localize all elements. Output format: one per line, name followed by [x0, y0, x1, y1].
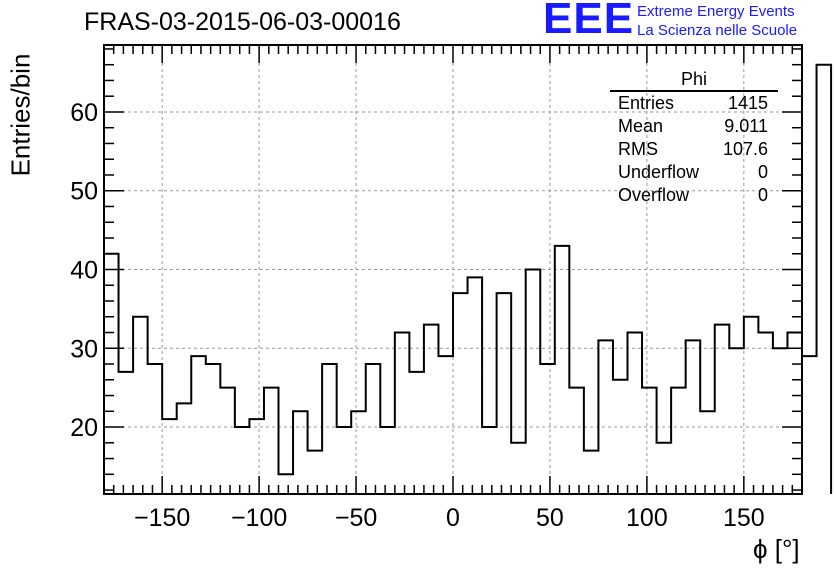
x-tick-label: 50 — [536, 504, 564, 532]
histogram-bin — [758, 333, 773, 494]
y-tick-label: 20 — [70, 414, 98, 442]
histogram-bin — [177, 403, 192, 494]
histogram-bin — [787, 333, 802, 494]
grid-lines — [104, 45, 802, 494]
histogram-bin — [366, 364, 381, 494]
stat-name: Overflow — [618, 185, 690, 205]
stat-row-mean: Mean 9.011 — [610, 115, 778, 138]
histogram-bin — [511, 443, 526, 494]
stat-name: RMS — [618, 139, 658, 159]
histogram-bin — [206, 364, 221, 494]
histogram-bin — [628, 333, 643, 494]
stats-box: Phi Entries 1415 Mean 9.011 RMS 107.6 Un… — [610, 68, 778, 207]
histogram-bin — [308, 451, 323, 494]
histogram-bin — [657, 443, 672, 494]
histogram-bin — [249, 419, 264, 494]
histogram-bin — [293, 411, 308, 494]
histogram-bin — [380, 427, 395, 494]
histogram-bin — [264, 388, 279, 494]
y-axis-label: Entries/bin — [5, 53, 36, 177]
x-tick-label: 0 — [446, 504, 460, 532]
histogram-bin — [729, 348, 744, 494]
stat-row-entries: Entries 1415 — [610, 92, 778, 115]
histogram-outline — [103, 63, 833, 494]
y-tick-label: 30 — [70, 335, 98, 363]
histogram-bin — [409, 372, 424, 494]
logo-line-2: La Scienza nelle Scuole — [637, 22, 798, 39]
histogram-bin — [104, 254, 119, 494]
stat-row-underflow: Underflow 0 — [610, 161, 778, 184]
histogram-bin — [686, 340, 701, 494]
histogram-bin — [642, 388, 657, 494]
stats-title: Phi — [610, 68, 778, 92]
histogram-bin — [322, 364, 337, 494]
histogram-bin — [598, 340, 613, 494]
chart-title: FRAS-03-2015-06-03-00016 — [84, 8, 401, 36]
histogram-bin — [279, 474, 294, 494]
stat-name: Entries — [618, 93, 675, 113]
axis-ticks — [104, 45, 802, 494]
x-axis-label: ϕ [°] — [753, 534, 800, 564]
histogram-bin — [671, 388, 686, 494]
stat-name: Underflow — [618, 162, 700, 182]
logo-line-1: Extreme Energy Events — [637, 3, 795, 20]
histogram-bin — [438, 356, 453, 494]
stat-value: 0 — [757, 162, 768, 182]
histogram-bin — [191, 356, 206, 494]
histogram-bin — [162, 419, 177, 494]
histogram-bin — [555, 246, 570, 494]
y-tick-label: 50 — [70, 178, 98, 206]
histogram-bin — [540, 364, 555, 494]
y-tick-label: 40 — [70, 257, 98, 285]
histogram-bin — [569, 388, 584, 494]
eee-logo-mark: EEE — [543, 0, 635, 43]
stat-value: 0 — [757, 185, 768, 205]
x-tick-label: 100 — [626, 504, 668, 532]
histogram-bin — [351, 411, 366, 494]
histogram-bin — [817, 65, 832, 494]
histogram-bin — [802, 356, 817, 494]
stat-value: 1415 — [727, 93, 768, 113]
plot-frame — [103, 44, 803, 495]
x-tick-label: 150 — [723, 504, 765, 532]
x-tick-label: −150 — [134, 504, 190, 532]
histogram-bin — [700, 411, 715, 494]
histogram-bin — [453, 293, 468, 494]
histogram-bin — [468, 277, 483, 494]
histogram-bin — [715, 325, 730, 494]
stat-row-overflow: Overflow 0 — [610, 184, 778, 207]
histogram-bin — [148, 364, 163, 494]
histogram-bin — [744, 317, 759, 494]
histogram-bin — [337, 427, 352, 494]
histogram-bin — [395, 333, 410, 494]
histogram-bin — [133, 317, 148, 494]
histogram-bin — [482, 427, 497, 494]
histogram-bin — [497, 293, 512, 494]
stat-value: 9.011 — [724, 116, 768, 136]
histogram-bin — [119, 372, 134, 494]
histogram-bin — [235, 427, 250, 494]
histogram-bin — [773, 348, 788, 494]
histogram-bin — [584, 451, 599, 494]
x-tick-label: −100 — [231, 504, 287, 532]
stat-value: 107.6 — [722, 139, 768, 159]
x-tick-label: −50 — [335, 504, 377, 532]
stat-name: Mean — [618, 116, 664, 136]
histogram-bin — [220, 388, 235, 494]
histogram-bin — [526, 270, 541, 495]
stat-row-rms: RMS 107.6 — [610, 138, 778, 161]
histogram-bin — [613, 380, 628, 494]
histogram-bin — [424, 325, 439, 494]
y-tick-label: 60 — [70, 99, 98, 127]
tick-labels: −150 −100 −50 0 50 100 150 20 30 40 50 60 — [70, 99, 765, 532]
